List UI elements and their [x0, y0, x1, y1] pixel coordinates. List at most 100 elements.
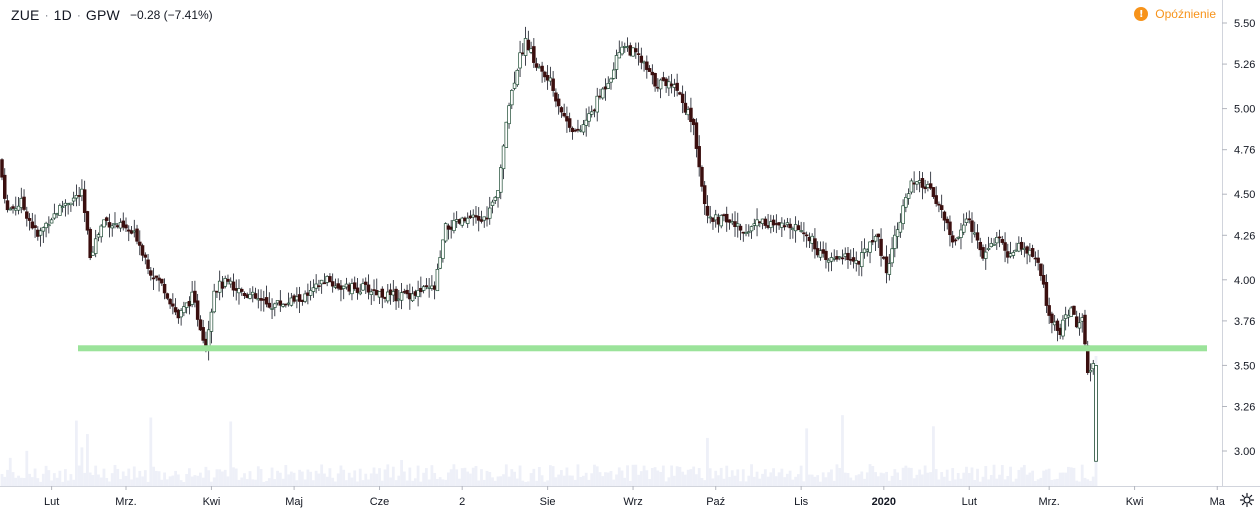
candle-layer [1, 27, 1098, 461]
candle-body [1001, 239, 1004, 242]
candle-body [659, 80, 662, 89]
candle-body [389, 290, 392, 295]
volume-bar [557, 475, 560, 486]
candle-body [651, 72, 654, 75]
y-tick-label: 5.00 [1234, 104, 1255, 116]
volume-bar [816, 475, 819, 486]
volume-bar [596, 466, 599, 486]
volume-bar [731, 470, 734, 486]
candle-body [47, 225, 50, 226]
candle-body [453, 220, 456, 230]
candle-body [25, 212, 28, 219]
candle-body [92, 252, 95, 255]
last-candle-body [1095, 365, 1098, 461]
candle-body [116, 226, 119, 227]
volume-bar [1023, 465, 1026, 486]
candle-body [987, 248, 990, 249]
candle-body [202, 327, 205, 340]
candle-body [309, 290, 312, 295]
settings-gear-icon[interactable] [1237, 491, 1257, 509]
candle-body [334, 286, 337, 287]
candle-body [632, 48, 635, 56]
candle-body [381, 289, 384, 297]
volume-bar [973, 480, 976, 486]
candle-body [819, 251, 822, 258]
candle-body [508, 106, 511, 124]
volume-bar [863, 479, 866, 486]
volume-bar [742, 469, 745, 486]
candle-body [629, 46, 632, 56]
candle-body [891, 249, 894, 263]
volume-bar [1086, 479, 1089, 486]
candle-body [83, 190, 86, 213]
delay-indicator[interactable]: ! Opóźnienie [1134, 7, 1216, 21]
candle-body [885, 257, 888, 273]
candle-body [893, 235, 896, 248]
candle-body [89, 229, 92, 257]
volume-bar [634, 465, 637, 486]
volume-bar [915, 475, 918, 486]
candle-body [408, 293, 411, 299]
volume-bar [761, 474, 764, 486]
volume-bar [954, 479, 957, 486]
candle-body [634, 49, 637, 52]
volume-bar [42, 474, 45, 486]
candle-body [141, 246, 144, 256]
candle-body [251, 292, 254, 295]
support-line[interactable] [78, 345, 1207, 351]
volume-bar [218, 469, 221, 486]
volume-bar [778, 472, 781, 486]
volume-bar [408, 468, 411, 486]
candle-body [841, 258, 844, 259]
volume-bar [789, 471, 792, 486]
candle-body [442, 240, 445, 259]
volume-bar [216, 469, 219, 486]
candle-body [656, 87, 659, 88]
candle-body [411, 294, 414, 301]
volume-bar [182, 482, 185, 486]
volume-bar [246, 479, 249, 486]
candle-body [822, 250, 825, 254]
volume-bar [703, 480, 706, 486]
candle-body [643, 62, 646, 63]
volume-bar [315, 471, 318, 486]
volume-bar [552, 466, 555, 486]
candle-body [882, 257, 885, 258]
candle-body [596, 96, 599, 112]
volume-bar [403, 472, 406, 486]
support-layer[interactable] [78, 345, 1207, 351]
volume-bar [213, 477, 216, 486]
candle-body [254, 294, 257, 299]
volume-bar [510, 469, 513, 486]
candle-body [720, 215, 723, 226]
volume-bar [665, 481, 668, 486]
volume-bar [268, 478, 271, 486]
candle-body [144, 255, 147, 257]
candle-body [800, 230, 803, 231]
interval-label[interactable]: 1D [54, 7, 72, 23]
candle-body [472, 215, 475, 217]
symbol-name[interactable]: ZUE [11, 7, 40, 23]
volume-bar [723, 479, 726, 486]
volume-bar [301, 472, 304, 486]
candle-body [246, 295, 249, 298]
volume-bar [962, 473, 965, 486]
candle-body [566, 116, 569, 121]
candle-body [419, 288, 422, 291]
volume-bar [149, 417, 152, 486]
volume-bar [9, 458, 12, 486]
candle-body [1059, 328, 1062, 334]
volume-bar [651, 468, 654, 486]
candle-body [1073, 306, 1076, 314]
volume-bar [147, 482, 150, 486]
candle-body [458, 219, 461, 223]
volume-bar [659, 472, 662, 486]
candle-body [1020, 242, 1023, 249]
candle-body [954, 240, 957, 241]
volume-bar [1067, 467, 1070, 486]
volume-bar [612, 480, 615, 486]
candle-body [758, 222, 761, 223]
volume-bar [893, 469, 896, 486]
